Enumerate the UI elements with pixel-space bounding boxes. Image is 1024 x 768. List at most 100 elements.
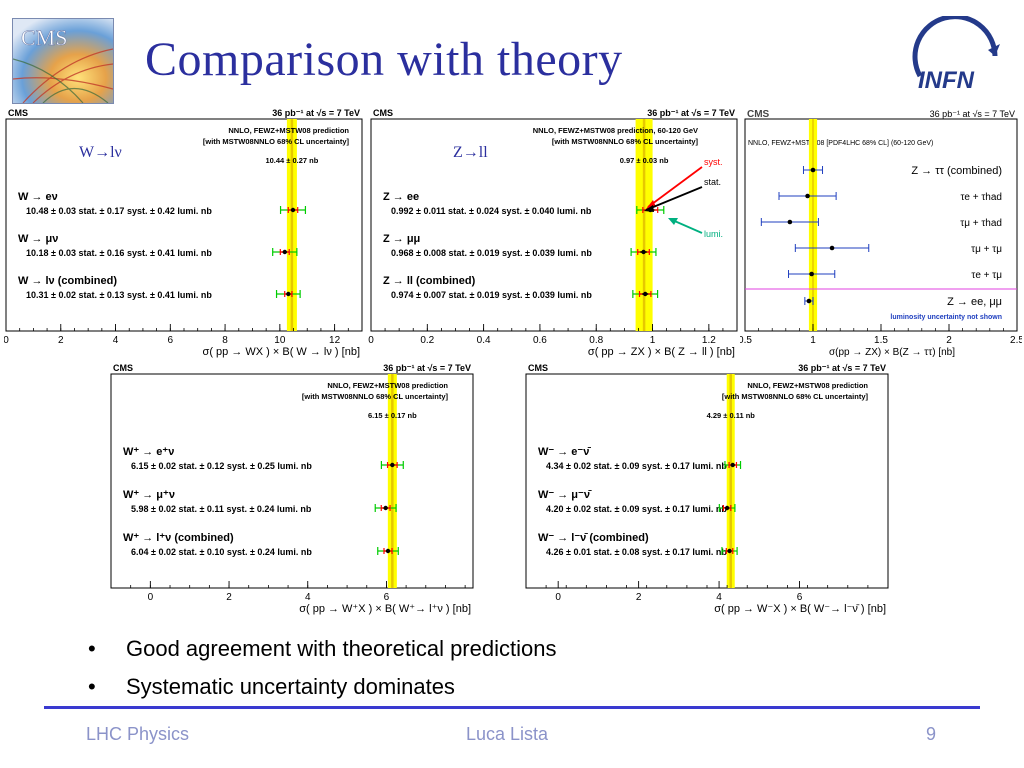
bullet-list: • Good agreement with theoretical predict… [88,630,888,706]
tick-label: 6 [797,592,803,603]
experiment-label: CMS [113,363,133,373]
measurement-text: 0.992 ± 0.011 stat. ± 0.024 syst. ± 0.04… [391,206,592,216]
measurement-text: 5.98 ± 0.02 stat. ± 0.11 syst. ± 0.24 lu… [131,504,312,514]
chart-label: Z→ll [453,144,488,161]
measurement-name: W → eν [18,191,58,203]
prediction-title: NNLO, FEWZ+MSTW08 prediction, 60-120 GeV [533,126,698,135]
data-point [727,548,732,554]
prediction-subtitle: [with MSTW08NNLO 68% CL uncertainty] [722,392,869,401]
tick-label: 2 [636,592,642,603]
prediction-title: NNLO, FEWZ+MSTW08 prediction [747,381,868,390]
experiment-label: CMS [528,363,548,373]
data-point [643,291,648,297]
measurement-name: τμ + τμ [971,244,1002,255]
bullet-item: • Systematic uncertainty dominates [88,668,888,706]
x-axis: 0 2 4 6 [110,581,466,603]
data-point [829,245,835,251]
bullet-icon: • [88,674,96,699]
tick-label: 1 [810,335,816,346]
measurement-name: τe + τhad [960,192,1002,203]
data-point [809,271,814,277]
cms-logo: CMS [12,18,114,104]
tick-label: 4 [113,335,119,346]
prediction-subtitle: [with MSTW08NNLO 68% CL uncertainty] [203,137,350,146]
prediction-value: 4.29 ± 0.11 nb [707,411,756,420]
tick-label: 0.8 [589,335,603,346]
plot-frame [5,118,363,332]
stat-arrow [645,186,703,211]
lumi-label: 36 pb⁻¹ at √s = 7 TeV [383,363,471,373]
chart-z-ll: CMS 36 pb⁻¹ at √s = 7 TeV NNLO, FEWZ+MSTW0… [368,108,738,358]
data-point [385,548,391,554]
measurement-name: W⁻ → e⁻ν̄ [538,446,591,458]
measurement-name: τμ + τhad [960,218,1002,229]
data-point [390,462,395,468]
bullet-item: • Good agreement with theoretical predict… [88,630,888,668]
tick-label: 2 [946,335,952,346]
infn-logo-text: INFN [918,67,975,94]
footer-left: LHC Physics [86,724,190,744]
tick-label: 0.4 [477,335,491,346]
panel-z-combined: CMS 36 pb⁻¹ at √s = 7 TeV NNLO, FEWZ+MSTW0… [368,107,741,365]
infn-logo-graphic: INFN [912,14,1000,94]
syst-annotation: syst. [704,157,723,167]
slide-title: Comparison with theory [145,33,623,86]
stat-arrow-head [644,205,654,212]
measurement-name: Z → ee, μμ [947,296,1002,308]
tick-label: 12 [329,335,341,346]
measurement-text: 10.31 ± 0.02 stat. ± 0.13 syst. ± 0.41 l… [26,290,212,300]
tick-label: 0 [148,592,154,603]
measurement-name: W → μν [18,233,58,245]
measurement-name: W⁺ → l⁺ν (combined) [123,532,234,544]
experiment-label: CMS [747,109,770,120]
measurement-text: 6.04 ± 0.02 stat. ± 0.10 syst. ± 0.24 lu… [131,547,312,557]
experiment-label: CMS [373,108,393,118]
measurement-name: Z → ττ (combined) [911,165,1002,177]
tick-label: 0 [555,592,561,603]
note-text: luminosity uncertainty not shown [890,314,1002,321]
tick-label: 1.5 [874,335,888,346]
tick-label: 2.5 [1010,335,1022,346]
x-axis: 0.5 1 1.5 2 2.5 [738,324,1024,346]
tick-label: 0.6 [533,335,547,346]
prediction-value: 6.15 ± 0.17 nb [368,411,417,420]
tick-label: 8 [222,335,228,346]
x-axis: 0 0.2 0.4 0.6 0.8 1 1.2 [368,324,738,346]
measurement-text: 10.48 ± 0.03 stat. ± 0.17 syst. ± 0.42 l… [26,206,212,216]
x-axis-label: σ( pp → W⁻X ) × B( W⁻→ l⁻ν̄ ) [nb] [714,603,886,615]
plot-frame [525,373,889,589]
tick-label: 0 [4,335,9,346]
prediction-subtitle: [with MSTW08NNLO 68% CL uncertainty] [552,137,699,146]
chart-w-minus: CMS 36 pb⁻¹ at √s = 7 TeV NNLO, FEWZ+MSTW0… [525,363,889,615]
prediction-value: 10.44 ± 0.27 nb [265,156,318,165]
measurement-name: W⁻ → l⁻ν̄ (combined) [538,532,649,544]
tick-label: 0.5 [740,335,752,346]
x-axis-label: σ( pp → ZX ) × B( Z → ll ) [nb] [588,346,735,358]
measurement-name: Z → ee [383,191,419,203]
prediction-value: 0.97 ± 0.03 nb [620,156,669,165]
chart-w-lnu: CMS 36 pb⁻¹ at √s = 7 TeV NNLO, FEWZ+MSTW0… [3,108,363,358]
syst-arrow [647,166,703,208]
x-axis: 0 2 4 6 8 10 12 [3,324,363,346]
x-axis: 0 2 4 6 [525,581,889,603]
prediction-subtitle: [with MSTW08NNLO 68% CL uncertainty] [302,392,449,401]
tick-label: 10 [274,335,286,346]
tick-label: 0 [368,335,374,346]
infn-logo: INFN [900,14,1010,106]
lumi-annotation: lumi. [704,229,723,239]
bullet-text: Systematic uncertainty dominates [126,674,455,699]
measurement-name: W⁺ → e⁺ν [123,446,174,458]
measurement-text: 4.20 ± 0.02 stat. ± 0.09 syst. ± 0.17 lu… [546,504,727,514]
measurement-name: W → lν (combined) [18,275,117,287]
data-point [383,505,388,511]
lumi-label: 36 pb⁻¹ at √s = 7 TeV [647,108,735,118]
data-point [724,505,730,511]
lumi-label: 36 pb⁻¹ at √s = 7 TeV [798,363,886,373]
x-axis-label: σ( pp → WX ) × B( W → lν ) [nb] [203,346,360,358]
data-point [806,298,812,304]
measurement-text: 4.34 ± 0.02 stat. ± 0.09 syst. ± 0.17 lu… [546,461,727,471]
measurement-name: Z → μμ [383,233,420,245]
plot-frame [110,373,474,589]
measurement-name: τe + τμ [971,270,1002,281]
